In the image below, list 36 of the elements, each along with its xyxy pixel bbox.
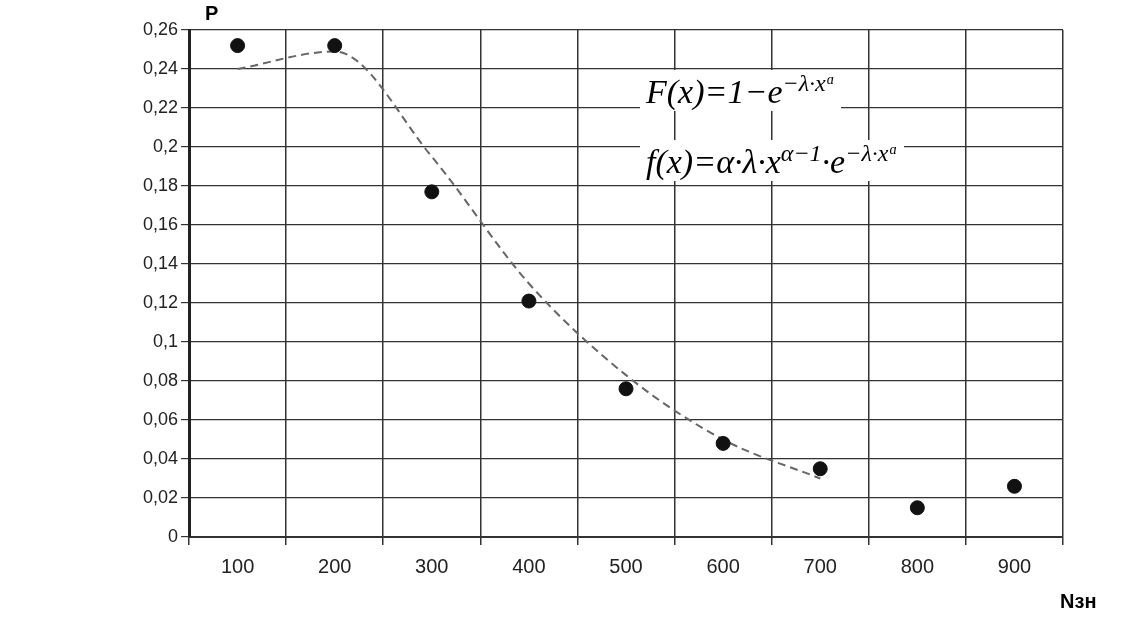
- point: [715, 435, 731, 451]
- x-tick-label: 700: [803, 554, 837, 577]
- x-tick-label: 300: [415, 554, 449, 577]
- y-tick-label: 0,14: [142, 252, 179, 273]
- point: [909, 500, 925, 516]
- annotation: f(x)=α·λ·x$^{α−1}$·e$^{−λ·xᵅ}$: [640, 140, 904, 182]
- x-tick-label: 600: [706, 554, 740, 577]
- y-tick-label: 0,22: [142, 96, 179, 117]
- y-tick-label: 0,12: [142, 291, 179, 312]
- y-tick-label: 0,24: [142, 57, 179, 78]
- y-tick-label: 0,18: [142, 174, 179, 195]
- x-tick-label: 200: [318, 554, 352, 577]
- y-tick-label: 0,1: [153, 330, 179, 351]
- x-tick-label: 500: [609, 554, 643, 577]
- x-tick-label: 100: [220, 554, 255, 577]
- y-tick-label: 0,08: [142, 369, 179, 390]
- y-tick-label: 0,04: [142, 447, 179, 468]
- point: [812, 461, 828, 477]
- y-tick-label: 0,16: [142, 213, 179, 234]
- x-tick-label: 400: [512, 554, 546, 577]
- x-axis-title: Nзн: [1060, 590, 1097, 613]
- point: [327, 38, 343, 54]
- point: [618, 381, 634, 397]
- x-tick-label: 800: [900, 554, 935, 577]
- y-tick-label: 0,26: [142, 18, 179, 39]
- y-tick-label: 0,06: [142, 408, 179, 429]
- point: [521, 293, 537, 309]
- x-tick-label: 900: [997, 554, 1032, 577]
- point: [424, 184, 440, 200]
- point: [1006, 478, 1022, 494]
- annotation: F(x)=1−e$^{−λ·xᵅ}$: [640, 70, 842, 112]
- y-tick-label: 0,02: [142, 486, 179, 507]
- y-tick-label: 0,2: [153, 135, 179, 156]
- y-tick-label: 0: [168, 525, 179, 546]
- point: [230, 38, 246, 54]
- y-axis-title: P: [205, 2, 219, 25]
